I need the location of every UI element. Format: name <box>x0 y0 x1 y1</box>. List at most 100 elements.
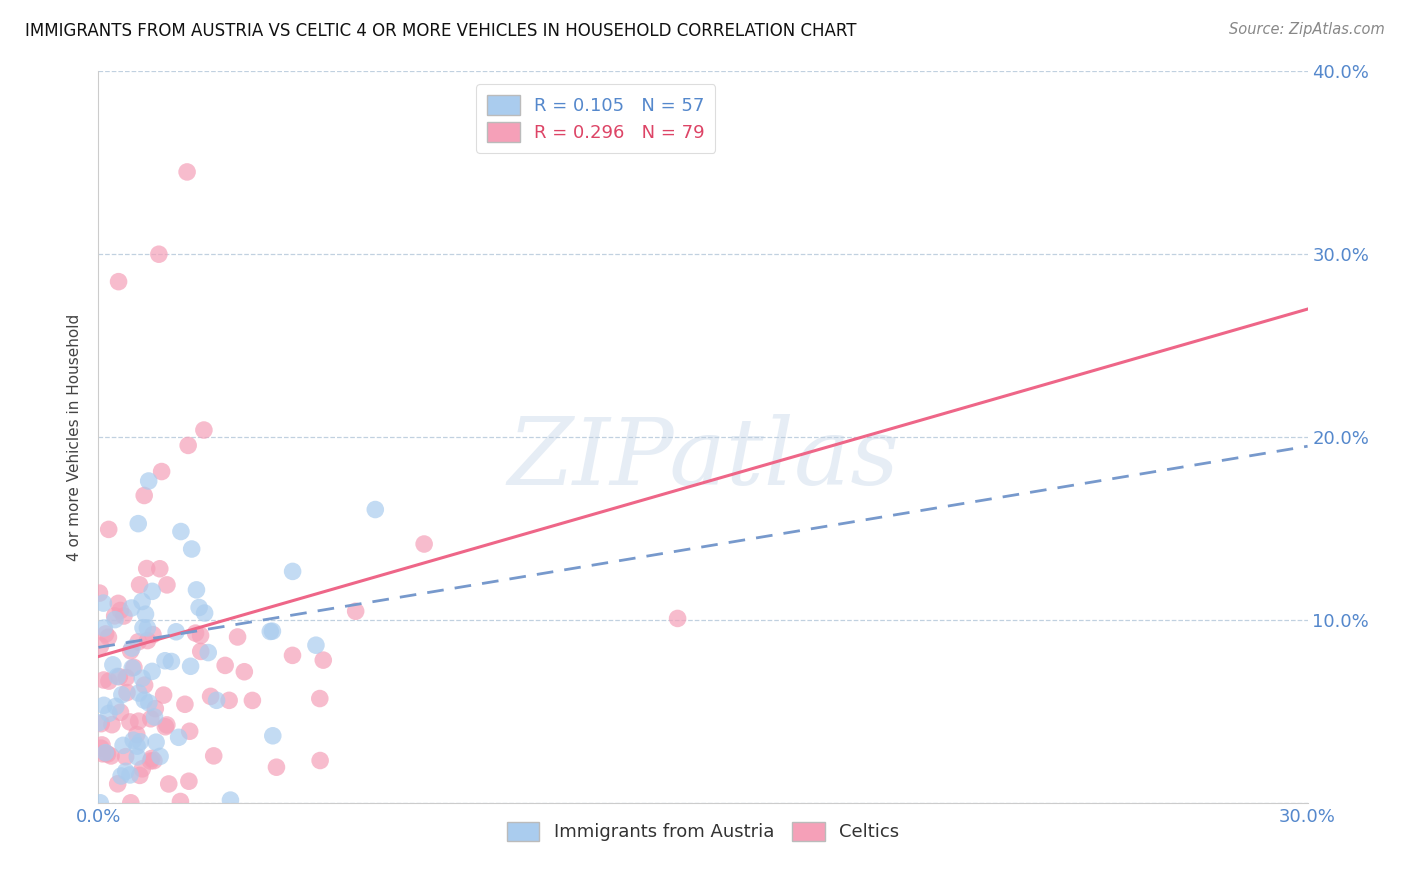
Point <box>93 596 115 610</box>
Point <box>121 601 143 615</box>
Point <box>101 717 124 731</box>
Point <box>122 660 145 674</box>
Legend: Immigrants from Austria, Celtics: Immigrants from Austria, Celtics <box>499 814 907 848</box>
Point <box>128 686 150 700</box>
Point <box>145 735 167 749</box>
Point <box>111 688 134 702</box>
Point <box>186 582 208 597</box>
Point <box>134 693 156 707</box>
Point <box>156 578 179 592</box>
Point <box>308 691 330 706</box>
Point <box>190 644 212 658</box>
Point <box>110 706 132 720</box>
Point <box>214 658 236 673</box>
Point <box>177 774 200 789</box>
Point <box>136 621 159 635</box>
Point <box>167 731 190 745</box>
Point <box>135 561 157 575</box>
Point <box>153 654 176 668</box>
Point <box>197 646 219 660</box>
Point <box>262 729 284 743</box>
Point <box>281 565 304 579</box>
Point <box>134 678 156 692</box>
Point <box>89 796 111 810</box>
Point <box>94 746 117 760</box>
Text: ZIPatlas: ZIPatlas <box>508 414 898 504</box>
Point <box>141 584 163 599</box>
Point <box>89 586 111 600</box>
Point <box>160 655 183 669</box>
Point <box>107 596 129 610</box>
Point <box>134 488 156 502</box>
Point <box>97 522 120 536</box>
Point <box>142 754 165 768</box>
Point <box>219 793 242 807</box>
Point <box>125 727 148 741</box>
Point <box>91 738 114 752</box>
Point <box>194 606 217 620</box>
Point <box>110 603 132 617</box>
Point <box>150 465 173 479</box>
Point <box>139 712 162 726</box>
Point <box>108 670 131 684</box>
Point <box>190 628 212 642</box>
Point <box>184 626 207 640</box>
Point <box>127 516 149 531</box>
Point <box>97 706 120 721</box>
Point <box>120 644 142 658</box>
Point <box>127 635 149 649</box>
Point <box>188 600 211 615</box>
Point <box>413 537 436 551</box>
Point <box>262 624 284 639</box>
Point <box>200 690 222 704</box>
Point <box>90 716 112 731</box>
Point <box>312 653 335 667</box>
Point <box>281 648 304 663</box>
Point <box>128 578 150 592</box>
Y-axis label: 4 or more Vehicles in Household: 4 or more Vehicles in Household <box>67 313 83 561</box>
Point <box>156 718 179 732</box>
Point <box>94 747 117 761</box>
Point <box>205 693 228 707</box>
Point <box>233 665 256 679</box>
Point <box>127 750 149 764</box>
Point <box>309 754 332 768</box>
Point <box>93 698 115 713</box>
Point <box>96 747 118 761</box>
Point <box>139 754 162 768</box>
Point <box>136 633 159 648</box>
Point <box>141 665 163 679</box>
Point <box>149 562 172 576</box>
Point <box>176 165 198 179</box>
Point <box>94 627 117 641</box>
Point <box>93 621 115 635</box>
Point <box>131 671 153 685</box>
Point <box>142 627 165 641</box>
Point <box>112 609 135 624</box>
Point <box>666 611 689 625</box>
Point <box>87 715 110 730</box>
Point <box>155 720 177 734</box>
Point <box>202 748 225 763</box>
Point <box>148 247 170 261</box>
Point <box>149 749 172 764</box>
Text: Source: ZipAtlas.com: Source: ZipAtlas.com <box>1229 22 1385 37</box>
Point <box>141 751 163 765</box>
Point <box>344 604 367 618</box>
Point <box>128 768 150 782</box>
Point <box>101 657 124 672</box>
Point <box>259 624 281 639</box>
Point <box>107 275 129 289</box>
Point <box>104 608 127 623</box>
Point <box>157 777 180 791</box>
Point <box>364 502 387 516</box>
Point <box>93 673 115 687</box>
Point <box>134 607 156 622</box>
Point <box>104 699 127 714</box>
Point <box>138 696 160 710</box>
Point <box>132 621 155 635</box>
Point <box>266 760 288 774</box>
Point <box>107 777 129 791</box>
Point <box>90 639 112 653</box>
Point <box>125 739 148 753</box>
